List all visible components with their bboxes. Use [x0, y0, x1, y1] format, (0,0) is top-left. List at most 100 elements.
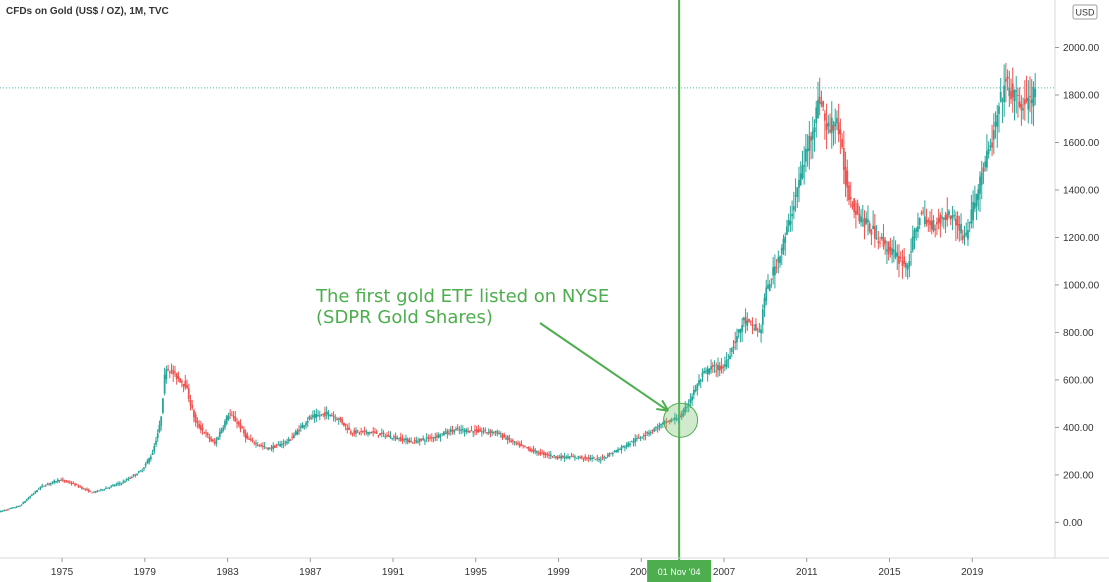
candle-body [915, 228, 918, 232]
candle-body [348, 427, 350, 430]
candle-body [803, 165, 806, 167]
candle-body [649, 431, 652, 434]
time-axis[interactable]: 1975 1979 1983 1987 1991 1995 1999 2003 2007 2011… [51, 558, 984, 578]
candle-body [151, 453, 154, 455]
candle-body [858, 213, 861, 222]
candle-body [241, 427, 244, 429]
candle-body [756, 328, 759, 330]
time-tick-label: 2015 [878, 567, 901, 578]
currency-badge-box[interactable] [1072, 4, 1098, 20]
candle-body [246, 434, 249, 439]
candle-body [389, 435, 392, 438]
candle-body [320, 414, 323, 416]
candle-body [87, 489, 90, 492]
candle-body [617, 449, 619, 453]
price-axis[interactable]: 0.00 200.00 400.00 600.00 800.00 1000.00 1200.… [1055, 43, 1100, 529]
candle-body [18, 505, 21, 507]
candle-body [591, 457, 594, 459]
candle-body [813, 127, 816, 132]
candle-body [608, 453, 611, 457]
candle-body [901, 261, 904, 266]
candle-body [634, 438, 637, 443]
candle-body [492, 431, 495, 433]
candle-body [168, 371, 171, 374]
candle-body [758, 330, 761, 332]
candle-body [665, 421, 668, 424]
candle-body [480, 431, 483, 433]
candle-body [149, 456, 152, 460]
candle-body [958, 223, 961, 231]
candle-body [627, 442, 630, 447]
candle-body [48, 483, 51, 485]
candle-body [32, 493, 35, 495]
candle-body [191, 404, 194, 409]
candle-body [598, 459, 600, 461]
candle-body [780, 247, 783, 254]
candle-body [211, 439, 214, 442]
candle-body [689, 399, 692, 403]
candle-body [537, 452, 540, 454]
candle-body [708, 368, 711, 374]
candle-body [286, 441, 288, 444]
candle-body [717, 364, 719, 370]
candle-body [451, 430, 454, 432]
candle-body [230, 414, 233, 416]
candle-body [851, 203, 854, 207]
candle-body [361, 430, 364, 432]
candle-body [808, 135, 811, 151]
candle-body [751, 324, 754, 327]
candle-body [827, 122, 830, 127]
candle-body [734, 341, 737, 344]
candle-body [686, 406, 688, 408]
candle-body [848, 185, 850, 201]
candle-body [265, 447, 268, 449]
candle-body [425, 437, 428, 439]
candle-body [261, 445, 264, 447]
candle-body [396, 438, 399, 440]
candle-body [158, 424, 161, 432]
candle-body [953, 215, 956, 217]
candle-body [296, 430, 299, 435]
candle-body [62, 479, 64, 481]
time-tick-label: 1987 [299, 567, 322, 578]
candle-body [880, 236, 883, 239]
candle-body [189, 399, 192, 406]
candle-body [472, 431, 475, 433]
candle-body [636, 438, 638, 440]
candle-body [10, 508, 13, 510]
time-tick-label: 1983 [216, 567, 239, 578]
candle-body [17, 505, 20, 507]
candle-body [920, 212, 923, 214]
cursor-date-box [647, 560, 712, 582]
candle-body [272, 445, 275, 450]
candle-body [434, 436, 437, 438]
candle-body [918, 218, 921, 226]
candle-body [115, 484, 118, 486]
candle-body [815, 107, 818, 124]
candle-body [280, 443, 283, 446]
candle-body [465, 429, 468, 432]
currency-badge[interactable]: USD [1075, 8, 1095, 18]
candle-body [449, 429, 452, 433]
candle-body [561, 455, 564, 458]
candle-body [929, 220, 931, 226]
candle-body [201, 427, 204, 431]
candle-body [391, 437, 394, 439]
candle-body [744, 317, 747, 324]
candle-body [382, 432, 385, 434]
candle-body [179, 378, 182, 383]
candle-body [301, 424, 304, 429]
candle-body [782, 238, 785, 251]
candle-body [772, 267, 775, 276]
candle-body [730, 348, 733, 352]
candle-body [889, 247, 892, 251]
candle-body [343, 422, 345, 426]
candle-body [701, 372, 704, 378]
candle-body [324, 412, 326, 417]
candle-body [353, 430, 356, 434]
candle-body [386, 435, 388, 437]
candle-body [1011, 83, 1014, 98]
candle-body [441, 433, 444, 435]
